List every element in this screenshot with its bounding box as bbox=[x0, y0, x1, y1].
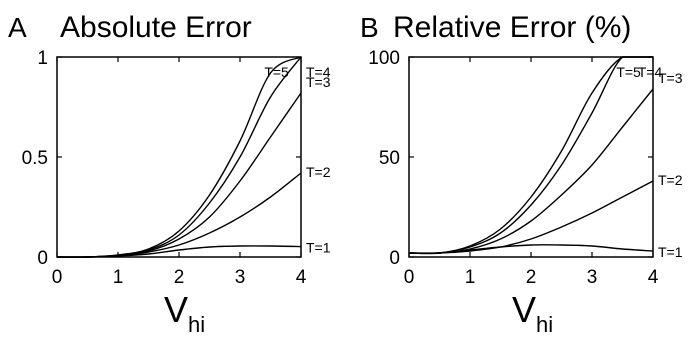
panel-a-letter: A bbox=[8, 12, 27, 43]
panel-a-curve-T=2 bbox=[56, 172, 302, 258]
panel-b-curve-label-T=1: T=1 bbox=[658, 244, 683, 260]
panel-a-curve-label-T=3: T=3 bbox=[306, 74, 331, 90]
panel-a: A Absolute Error 0 1 2 3 4 0 0.5 1 T=1 T=2 T=3T=4… bbox=[8, 11, 331, 337]
panel-b-curve-T=3 bbox=[408, 88, 654, 254]
panel-a-title: Absolute Error bbox=[60, 11, 252, 44]
panel-b-axes bbox=[408, 56, 654, 258]
panel-a-ytick-label-1: 0.5 bbox=[22, 148, 48, 169]
panel-b-xlabel-subscript: hi bbox=[536, 312, 553, 337]
panel-a-curve-T=4 bbox=[56, 56, 302, 258]
panel-b-curve-T=5 bbox=[408, 56, 653, 255]
panel-a-ytick-label-2: 1 bbox=[37, 48, 48, 69]
panel-a-ytick-label-0: 0 bbox=[37, 248, 48, 269]
panel-a-curve-label-T=1: T=1 bbox=[306, 240, 331, 256]
panel-b-curve-label-T=3: T=3 bbox=[658, 70, 683, 86]
panel-b-curve-label-T=2: T=2 bbox=[658, 172, 683, 188]
panel-b-ytick-label-0: 0 bbox=[389, 248, 400, 269]
panel-b-curve-label-T=5: T=5 bbox=[616, 64, 641, 80]
panel-b-ticks: 0 1 2 3 4 0 50 100 bbox=[368, 48, 658, 288]
panel-b-xtick-label-1: 1 bbox=[465, 267, 476, 288]
panel-b-xtick-label-0: 0 bbox=[404, 267, 415, 288]
panel-a-curve-T=5 bbox=[56, 56, 302, 258]
panel-a-xtick-label-0: 0 bbox=[52, 267, 63, 288]
panel-a-xtick-label-4: 4 bbox=[296, 267, 307, 288]
panel-b-curve-T=4 bbox=[408, 56, 653, 255]
panel-b-xtick-label-2: 2 bbox=[526, 267, 537, 288]
panel-b-letter: B bbox=[360, 12, 379, 43]
panel-b-ytick-label-1: 50 bbox=[379, 148, 400, 169]
panel-a-xlabel-subscript: hi bbox=[188, 312, 205, 337]
panel-b-xlabel: Vhi bbox=[512, 289, 553, 337]
panel-a-axes bbox=[56, 56, 302, 258]
panel-b-xtick-label-4: 4 bbox=[648, 267, 659, 288]
panel-b-ytick-label-2: 100 bbox=[368, 48, 400, 69]
panel-b-xtick-label-3: 3 bbox=[587, 267, 598, 288]
panel-b-xlabel-main: V bbox=[512, 289, 536, 330]
panel-b-title: Relative Error (%) bbox=[393, 11, 631, 44]
panel-b-curve-label-T=4: T=4 bbox=[638, 64, 663, 80]
panel-b-curve-labels: T=1 T=2 T=3T=4T=5 bbox=[616, 64, 682, 260]
panel-a-xlabel: Vhi bbox=[164, 289, 205, 337]
panel-a-xlabel-main: V bbox=[164, 289, 188, 330]
panel-a-curve-labels: T=1 T=2 T=3T=4 T=5 bbox=[264, 64, 330, 256]
panel-b-curves bbox=[408, 56, 654, 255]
panel-a-curve-label-T=2: T=2 bbox=[306, 164, 331, 180]
panel-a-curve-T=3 bbox=[56, 92, 302, 258]
panel-b-curve-T=2 bbox=[408, 180, 654, 254]
panel-a-xtick-label-1: 1 bbox=[113, 267, 124, 288]
panel-a-curve-label-T=4: T=4 bbox=[306, 64, 331, 80]
panel-a-xtick-label-3: 3 bbox=[235, 267, 246, 288]
panel-a-xtick-label-2: 2 bbox=[174, 267, 185, 288]
panel-a-curve-label-T=5: T=5 bbox=[264, 64, 289, 80]
panel-a-curves bbox=[56, 56, 302, 258]
